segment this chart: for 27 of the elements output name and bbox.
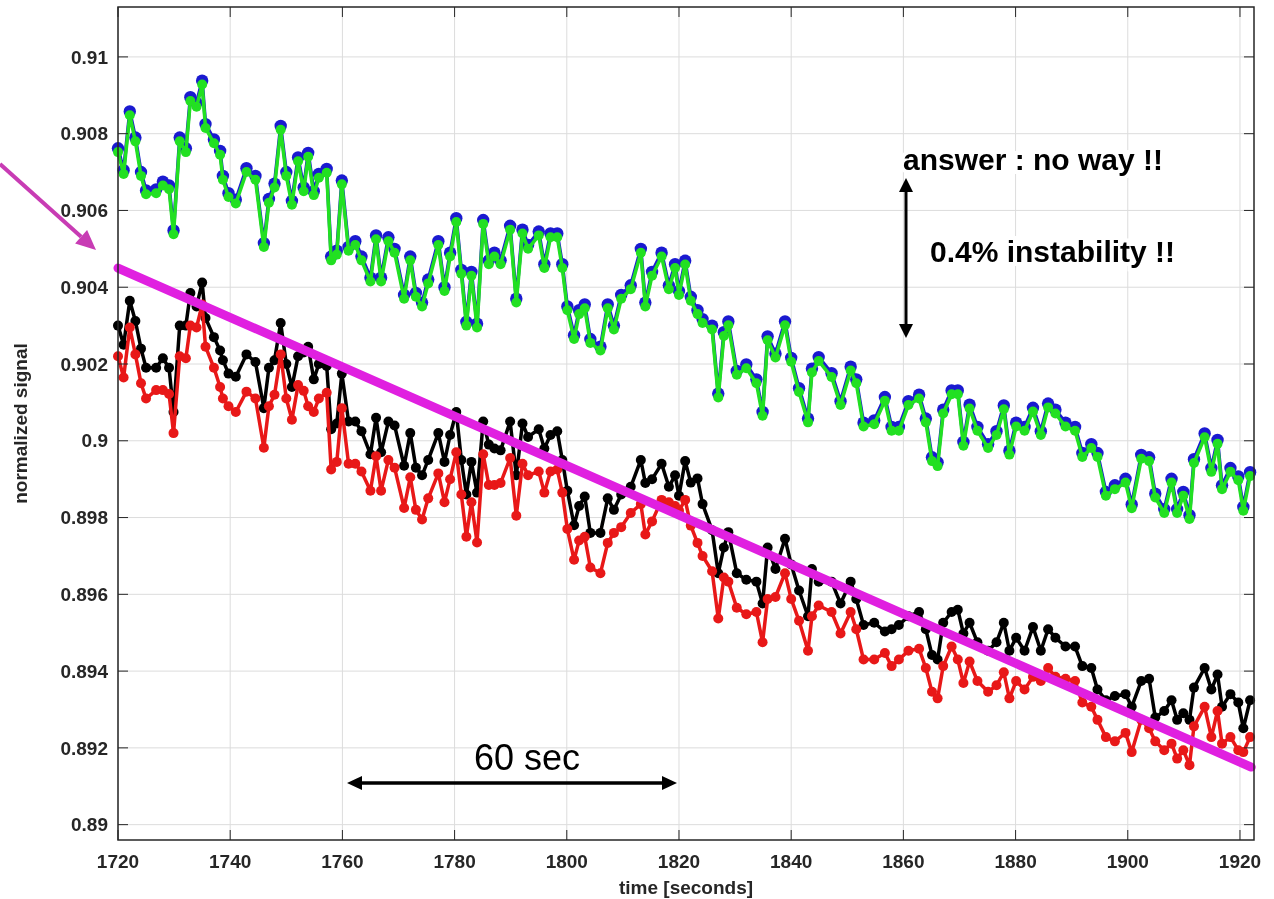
y-tick-label: 0.898: [60, 507, 108, 529]
x-tick-label: 1840: [770, 851, 813, 872]
y-tick-label: 0.89: [71, 814, 108, 836]
x-tick-label: 1800: [545, 851, 588, 872]
y-tick-label: 0.904: [60, 276, 109, 298]
y-tick-label: 0.9: [81, 430, 108, 452]
x-tick-label: 1720: [96, 851, 140, 872]
y-tick-label: 0.908: [60, 123, 108, 145]
x-tick-label: 1920: [1218, 851, 1262, 872]
y-tick-label: 0.91: [71, 46, 109, 68]
y-tick-label: 0.892: [60, 737, 108, 759]
annotation: 60 sec: [473, 737, 581, 778]
y-tick-label: 0.896: [60, 583, 108, 605]
y-tick-label: 0.902: [60, 353, 108, 375]
x-tick-label: 1780: [433, 851, 476, 872]
x-tick-label: 1820: [657, 851, 701, 872]
y-axis-title: normalized signal: [10, 343, 31, 504]
x-tick-label: 1860: [882, 851, 925, 872]
x-tick-label: 1900: [1106, 851, 1149, 872]
y-tick-label: 0.894: [60, 660, 109, 682]
x-tick-label: 1880: [994, 851, 1037, 872]
x-tick-label: 1740: [209, 851, 252, 872]
x-tick-label: 1760: [321, 851, 364, 872]
x-axis-title: time [seconds]: [618, 877, 754, 898]
annotation: 0.4% instability !!: [930, 235, 1176, 268]
y-tick-label: 0.906: [60, 200, 108, 222]
annotation: answer : no way !!: [903, 143, 1164, 176]
